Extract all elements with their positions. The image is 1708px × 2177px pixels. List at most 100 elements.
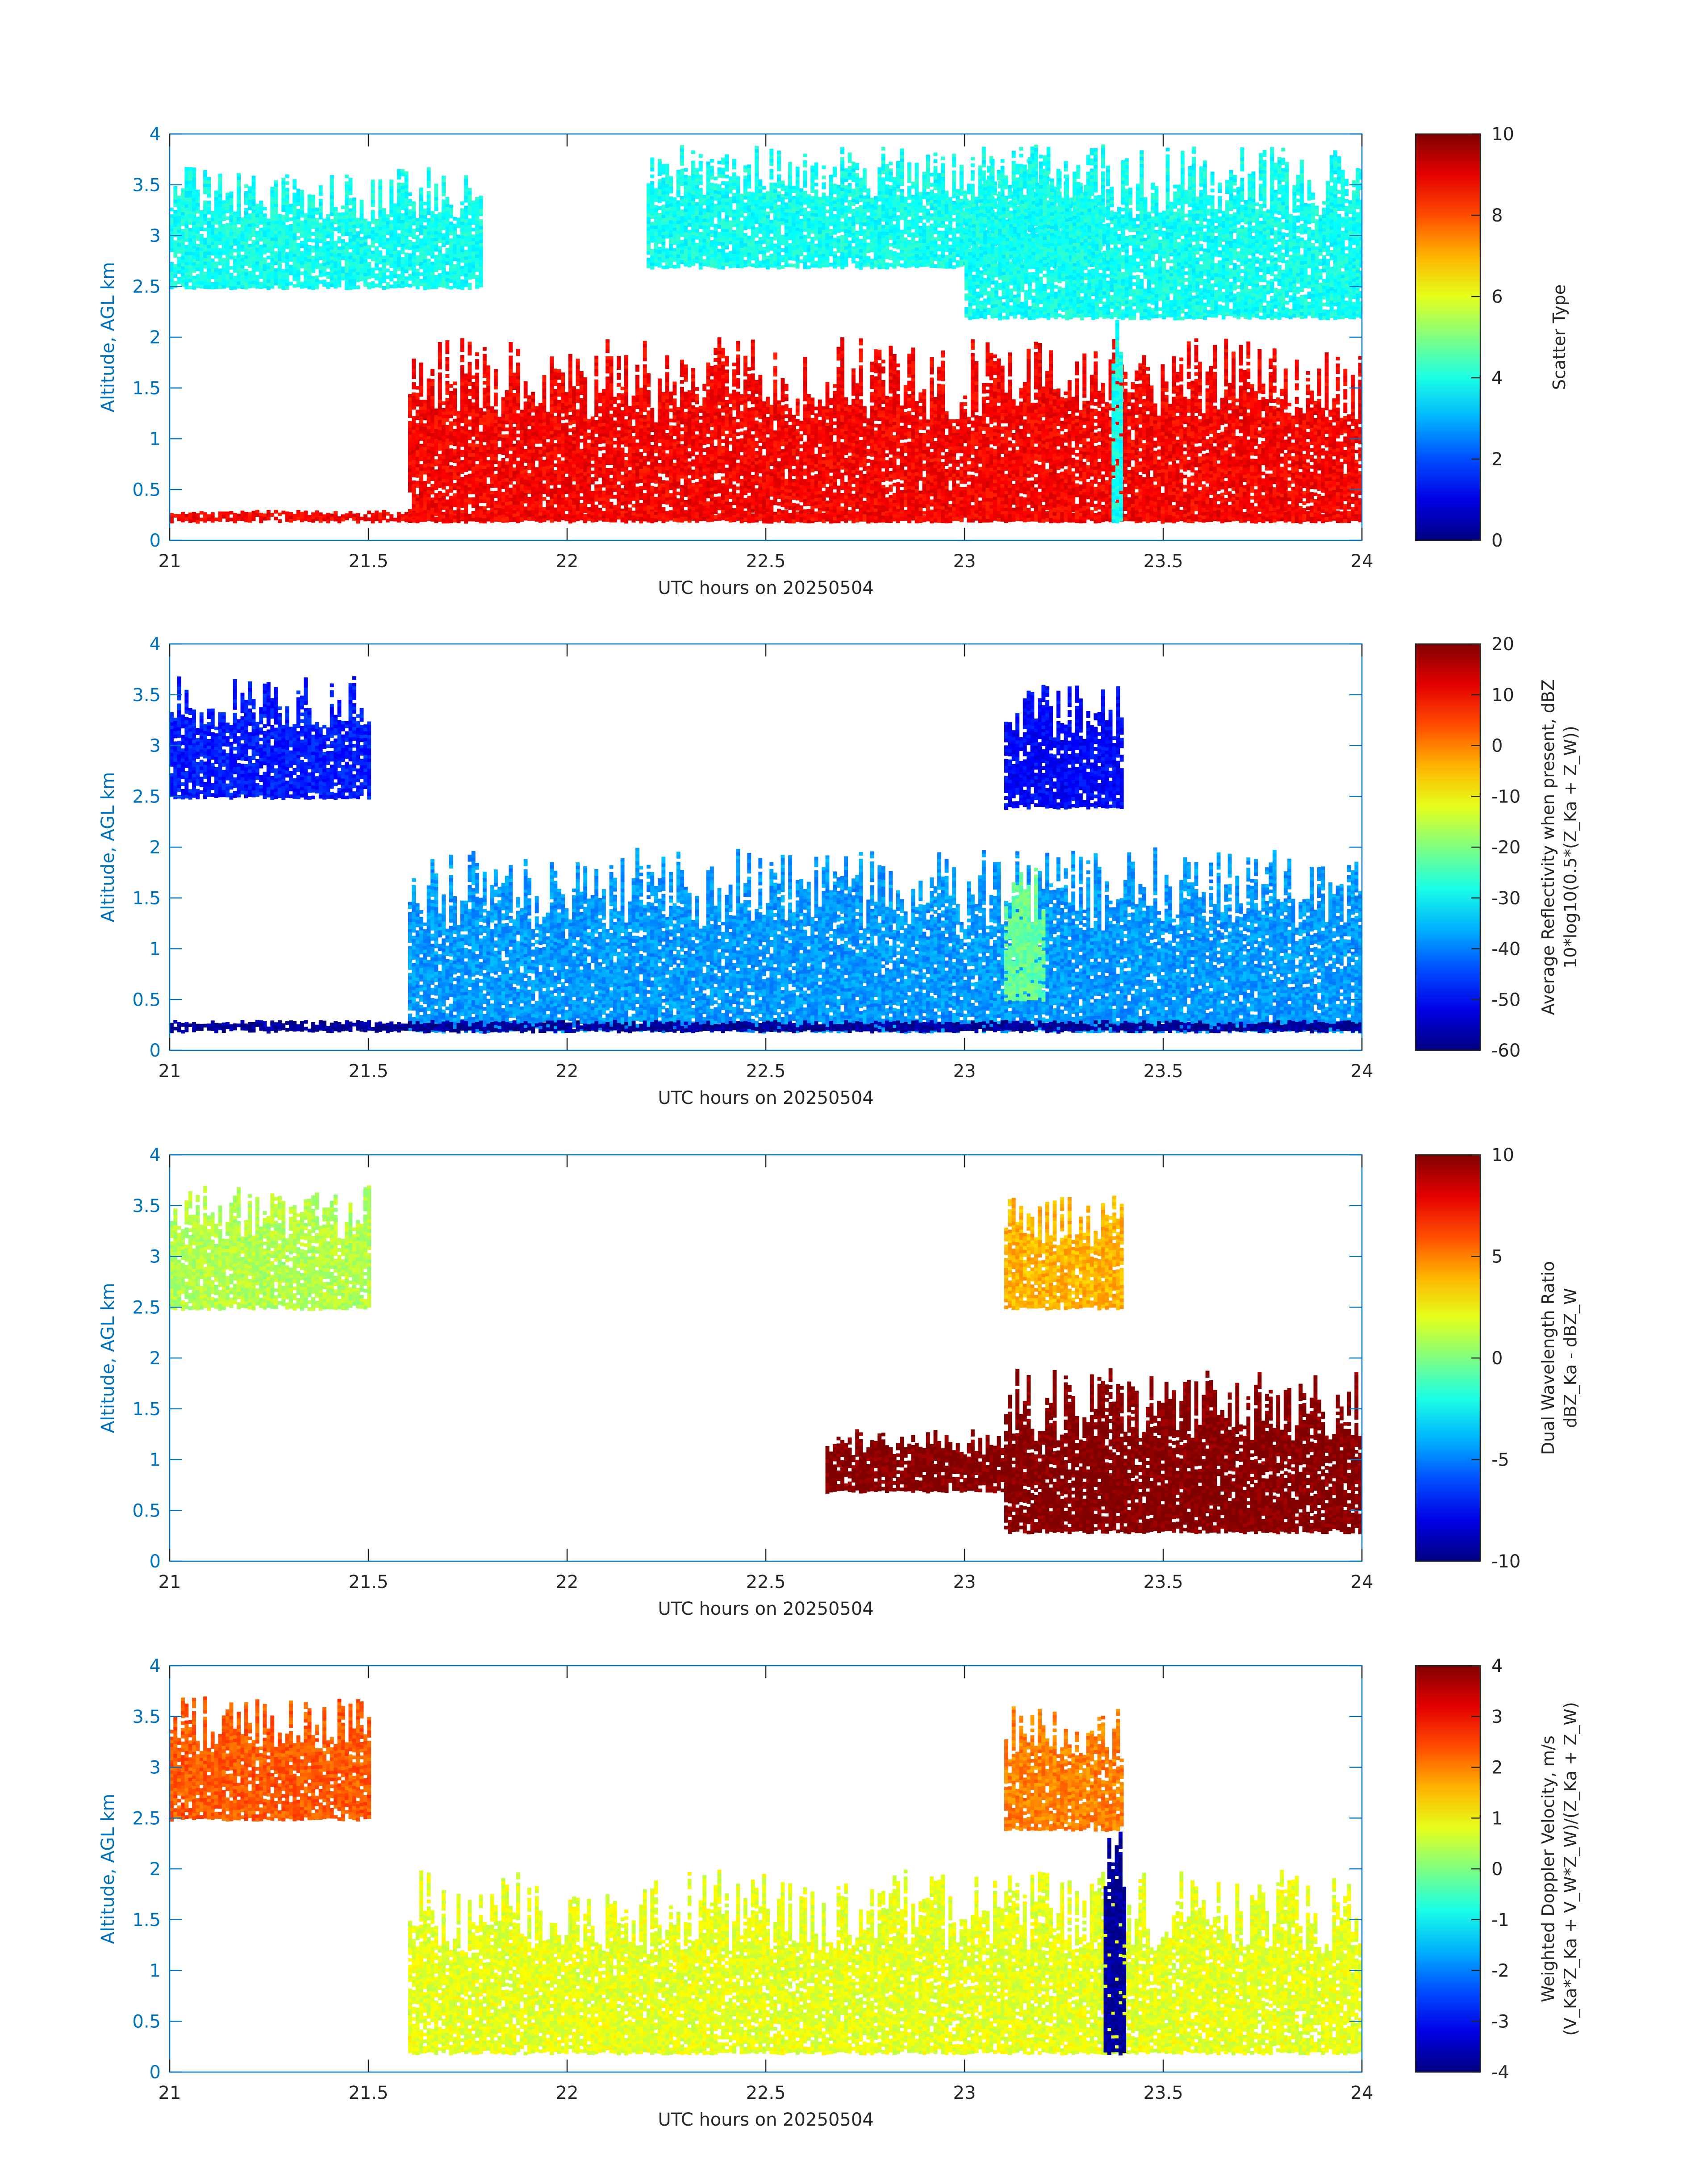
x-axis-label: UTC hours on 20250504 (658, 2110, 873, 2130)
x-tick-label: 21 (159, 1572, 181, 1592)
y-tick-label: 4 (150, 634, 161, 655)
x-tick-label: 22.5 (746, 1061, 785, 1082)
x-tick-label: 21 (159, 2083, 181, 2103)
y-tick-label: 1 (150, 1450, 161, 1471)
colorbar-tick-label: -3 (1491, 2011, 1509, 2032)
y-tick-label: 0.5 (132, 2011, 161, 2032)
y-tick-label: 3.5 (132, 1196, 161, 1216)
y-tick-label: 3 (150, 1758, 161, 1778)
x-axis-label: UTC hours on 20250504 (658, 1599, 873, 1619)
y-tick-label: 0.5 (132, 480, 161, 500)
x-tick-label: 22 (556, 1572, 579, 1592)
x-tick-label: 21.5 (348, 1061, 388, 1082)
colorbar (1416, 134, 1480, 540)
colorbar (1416, 1666, 1480, 2072)
colorbar (1416, 644, 1480, 1050)
y-tick-label: 2 (150, 1859, 161, 1880)
x-tick-label: 24 (1351, 1061, 1374, 1082)
x-tick-label: 22 (556, 1061, 579, 1082)
colorbar-label: Average Reflectivity when present, dBZ (1538, 679, 1558, 1015)
colorbar-tick-label: -20 (1491, 837, 1520, 858)
x-tick-label: 23.5 (1143, 2083, 1183, 2103)
colorbar-tick-label: 10 (1491, 685, 1514, 706)
y-tick-label: 2 (150, 327, 161, 348)
colorbar-tick-label: 0 (1491, 1859, 1503, 1880)
x-tick-label: 21 (159, 1061, 181, 1082)
figure: 21 21.5 22 22.5 23 23.5 24UTC hours on 2025050… (0, 0, 1708, 2177)
x-tick-label: 21.5 (348, 2083, 388, 2103)
y-tick-label: 0.5 (132, 1500, 161, 1521)
colorbar-tick-label: 0 (1491, 531, 1503, 551)
colorbar-tick-label: 0 (1491, 736, 1503, 756)
y-tick-label: 4 (150, 1145, 161, 1166)
y-tick-label: 2 (150, 1348, 161, 1369)
colorbar-tick-label: 8 (1491, 205, 1503, 226)
colorbar-tick-label: 5 (1491, 1247, 1503, 1267)
colorbar-label: 10*log10(0.5*(Z_Ka + Z_W)) (1561, 726, 1580, 969)
x-tick-label: 24 (1351, 551, 1374, 572)
colorbar-label: Dual Wavelength Ratio (1538, 1261, 1558, 1455)
colorbar-tick-label: -4 (1491, 2062, 1509, 2083)
y-tick-label: 0.5 (132, 990, 161, 1010)
colorbar-label: (V_Ka*Z_Ka + V_W*Z_W)/(Z_Ka + Z_W) (1561, 1702, 1580, 2036)
colorbar (1416, 1155, 1480, 1561)
y-tick-label: 1 (150, 1961, 161, 1981)
y-tick-label: 1 (150, 429, 161, 450)
x-tick-label: 21.5 (348, 1572, 388, 1592)
y-axis-label: Altitude, AGL km (98, 1794, 118, 1944)
x-tick-label: 23 (953, 2083, 976, 2103)
colorbar-tick-label: -2 (1491, 1961, 1509, 1981)
y-tick-label: 3.5 (132, 175, 161, 196)
x-tick-label: 21 (159, 551, 181, 572)
y-tick-label: 1.5 (132, 1399, 161, 1420)
x-axis-label: UTC hours on 20250504 (658, 1088, 873, 1108)
y-tick-label: 2.5 (132, 1297, 161, 1318)
colorbar-label: Scatter Type (1549, 284, 1569, 390)
x-axis-label: UTC hours on 20250504 (658, 578, 873, 598)
x-tick-label: 22 (556, 2083, 579, 2103)
colorbar-tick-label: 10 (1491, 1145, 1514, 1166)
colorbar-tick-label: -60 (1491, 1040, 1520, 1061)
colorbar-tick-label: -5 (1491, 1450, 1509, 1471)
x-tick-label: 22.5 (746, 551, 785, 572)
y-tick-label: 2 (150, 837, 161, 858)
region-surface-clutter (170, 1020, 1362, 1034)
x-tick-label: 23 (953, 1061, 976, 1082)
y-tick-label: 0 (150, 531, 161, 551)
y-tick-label: 1.5 (132, 1910, 161, 1930)
x-tick-label: 23.5 (1143, 551, 1183, 572)
y-tick-label: 0 (150, 1551, 161, 1572)
colorbar-tick-label: 10 (1491, 124, 1514, 145)
colorbar-tick-label: 20 (1491, 634, 1514, 655)
y-tick-label: 3 (150, 1247, 161, 1267)
x-tick-label: 23 (953, 1572, 976, 1592)
colorbar-tick-label: 3 (1491, 1707, 1503, 1727)
colorbar-tick-label: -10 (1491, 1551, 1520, 1572)
x-tick-label: 23 (953, 551, 976, 572)
y-axis-label: Altitude, AGL km (98, 262, 118, 413)
y-tick-label: 1.5 (132, 378, 161, 399)
x-tick-label: 23.5 (1143, 1061, 1183, 1082)
y-tick-label: 0 (150, 2062, 161, 2083)
colorbar-tick-label: -1 (1491, 1910, 1509, 1930)
colorbar-tick-label: -10 (1491, 786, 1520, 807)
y-tick-label: 1.5 (132, 888, 161, 909)
colorbar-tick-label: -40 (1491, 939, 1520, 960)
y-tick-label: 1 (150, 939, 161, 960)
y-tick-label: 4 (150, 124, 161, 145)
colorbar-label: Weighted Doppler Velocity, m/s (1538, 1735, 1558, 2002)
x-tick-label: 22.5 (746, 1572, 785, 1592)
colorbar-tick-label: 2 (1491, 449, 1503, 470)
y-axis-label: Altitude, AGL km (98, 1283, 118, 1433)
colorbar-tick-label: 6 (1491, 287, 1503, 307)
region-rain-layer (408, 848, 1362, 1034)
y-tick-label: 3 (150, 736, 161, 756)
colorbar-tick-label: 2 (1491, 1758, 1503, 1778)
y-tick-label: 3.5 (132, 685, 161, 706)
x-tick-label: 22.5 (746, 2083, 785, 2103)
x-tick-label: 22 (556, 551, 579, 572)
colorbar-tick-label: 0 (1491, 1348, 1503, 1369)
